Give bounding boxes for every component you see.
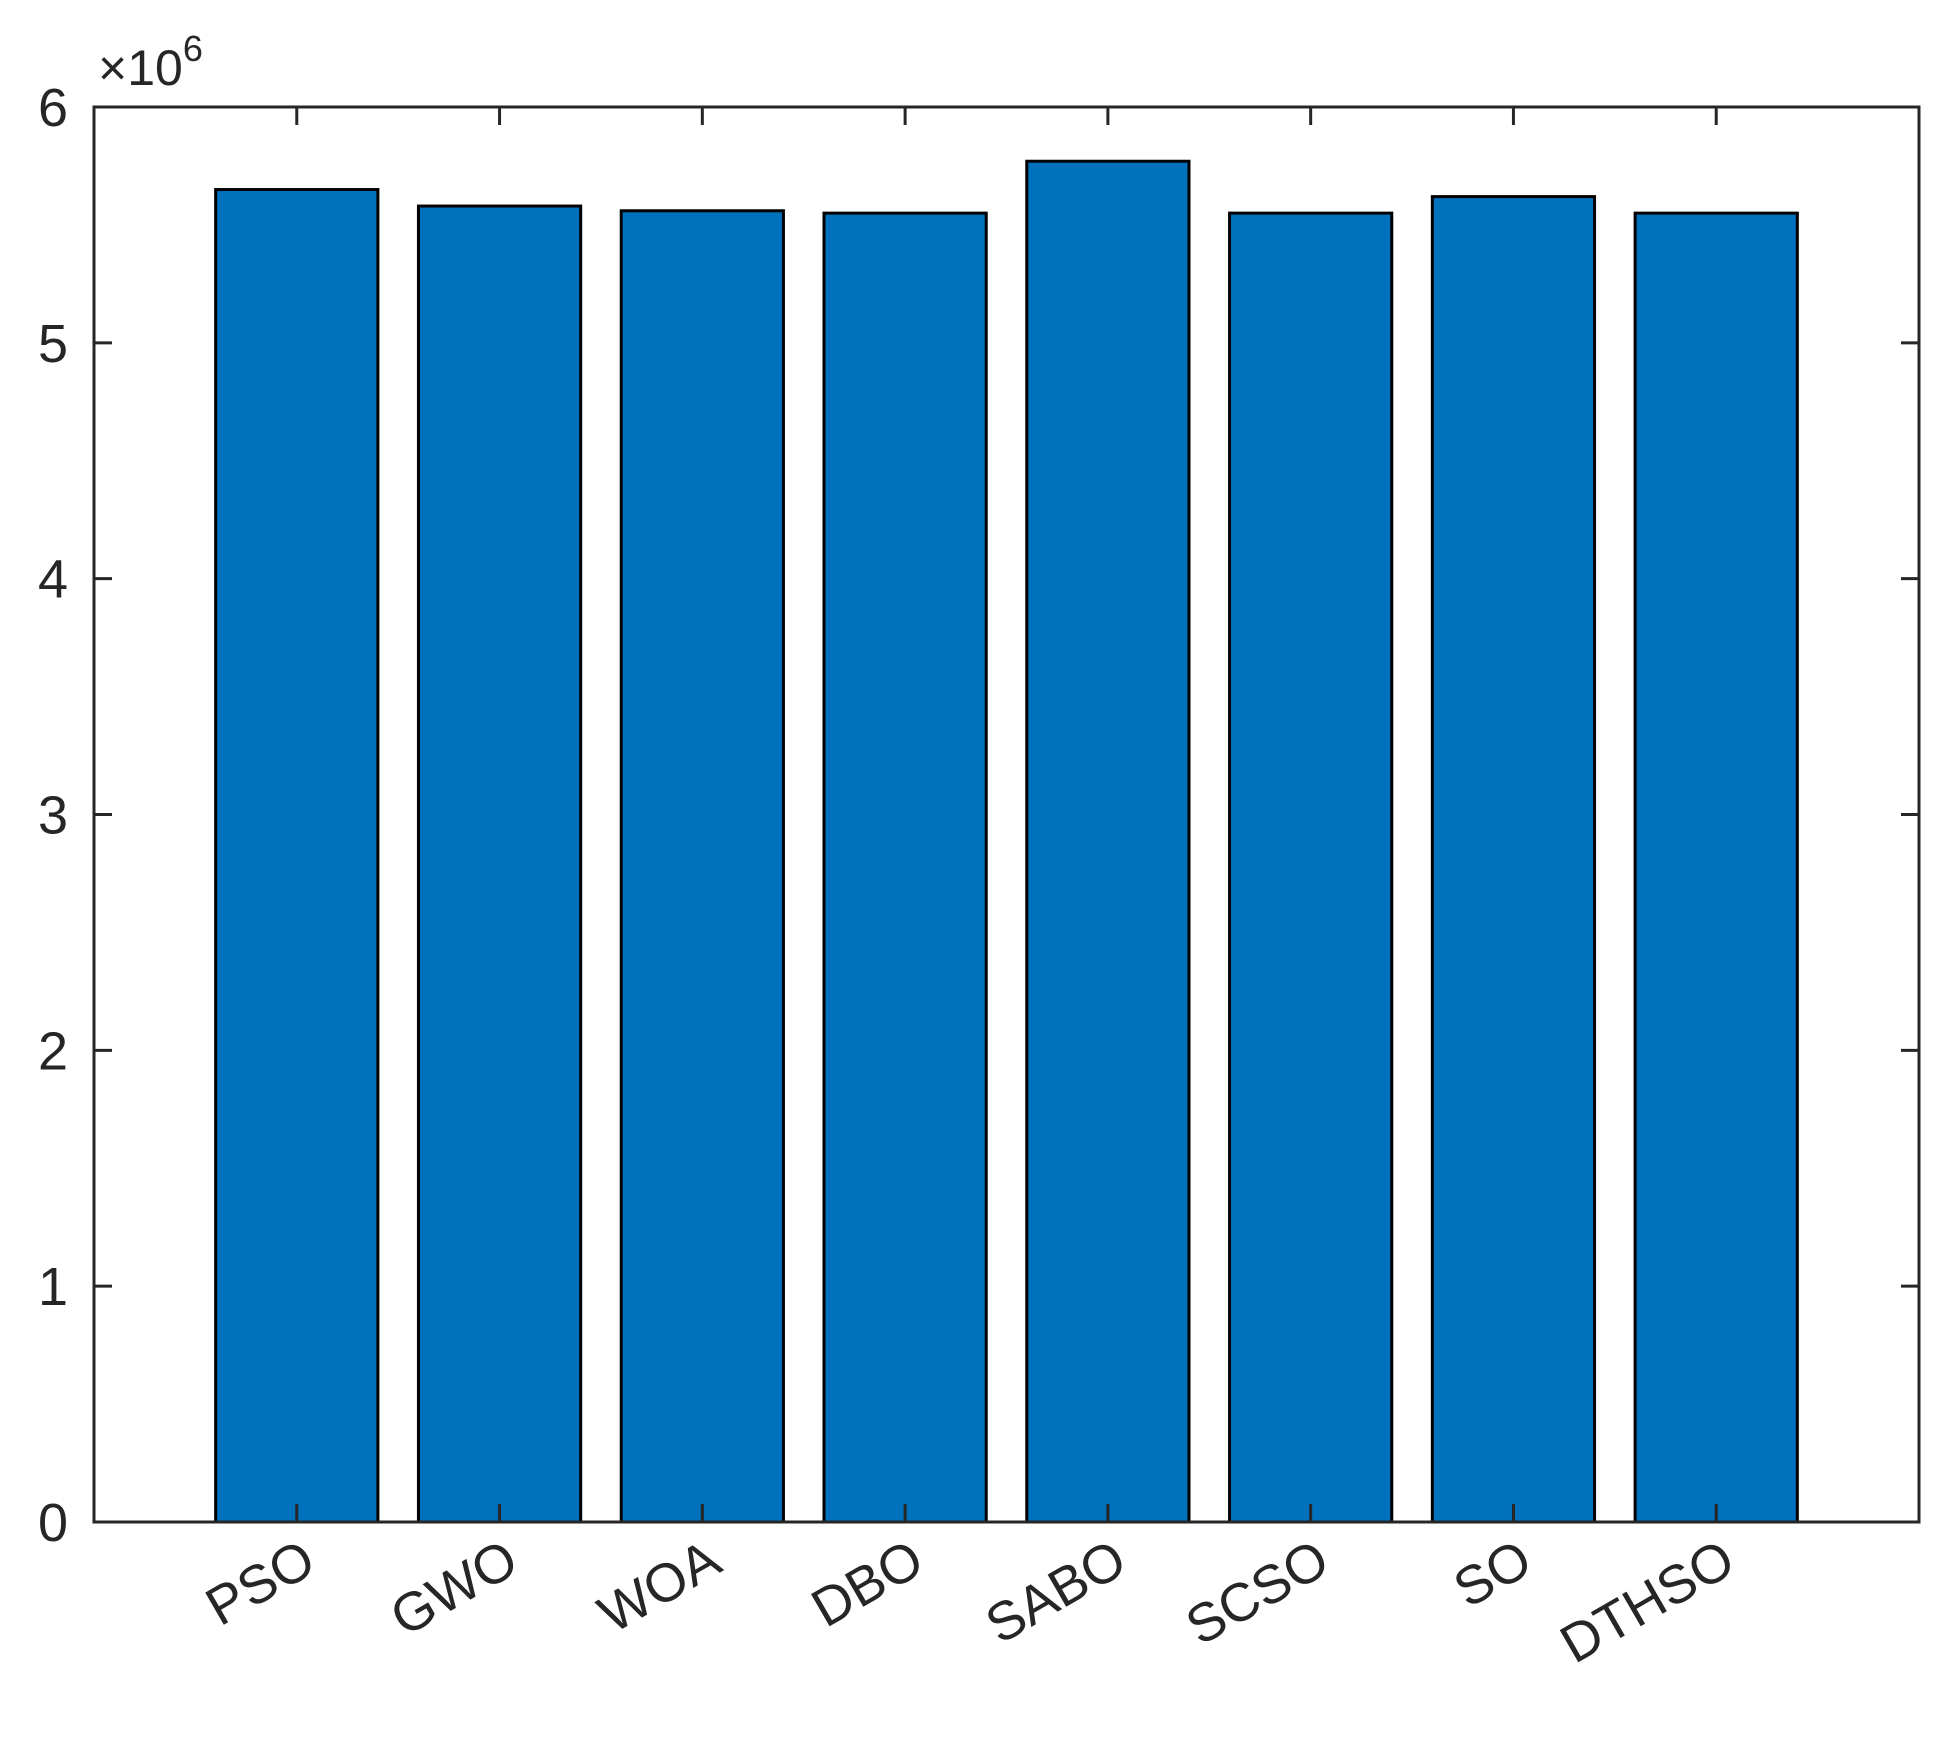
y-tick-label: 3 — [38, 786, 68, 846]
y-tick-label: 5 — [38, 314, 68, 374]
bar-sabo — [1025, 159, 1191, 1524]
multiplier-exponent: 6 — [183, 28, 203, 69]
y-tick-label: 2 — [38, 1021, 68, 1081]
y-tick-labels: 0 1 2 3 4 5 6 — [38, 78, 68, 1553]
y-tick-label: 6 — [38, 78, 68, 138]
x-tick-labels: PSO GWO WOA DBO SABO SCSO SO DTHSO — [196, 1528, 1744, 1674]
bar-pso — [214, 188, 380, 1524]
y-tick-label: 4 — [38, 550, 68, 610]
x-tick-label-scso: SCSO — [1176, 1528, 1339, 1656]
x-tick-label-pso: PSO — [196, 1528, 325, 1637]
axes-box — [92, 105, 1921, 1524]
x-tick-label-gwo: GWO — [381, 1528, 528, 1647]
bar-gwo — [416, 204, 583, 1524]
bar-so — [1430, 195, 1597, 1524]
bar-scso — [1228, 211, 1394, 1524]
bar-woa — [619, 209, 785, 1524]
y-axis-multiplier: ×106 — [98, 28, 203, 96]
multiplier-base: ×10 — [98, 40, 183, 96]
x-tick-label-dthso: DTHSO — [1551, 1528, 1745, 1674]
x-tick-label-so: SO — [1444, 1528, 1542, 1619]
x-tick-label-woa: WOA — [589, 1528, 731, 1644]
y-tick-label: 1 — [38, 1257, 68, 1317]
bar-dthso — [1633, 211, 1799, 1524]
bar-dbo — [822, 211, 988, 1524]
x-tick-label-sabo: SABO — [976, 1528, 1136, 1655]
y-tick-label: 0 — [38, 1493, 68, 1553]
bars — [214, 159, 1799, 1524]
x-tick-label-dbo: DBO — [802, 1528, 933, 1638]
